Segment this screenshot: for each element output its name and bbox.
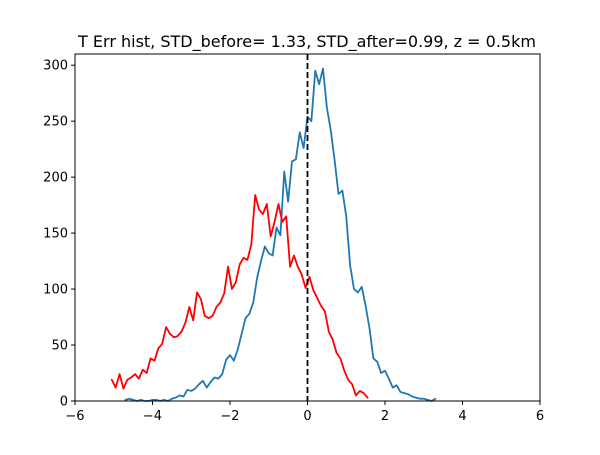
x-tick-label: 4	[458, 409, 466, 424]
x-tick-label: −4	[143, 409, 162, 424]
x-tick-label: −6	[65, 409, 84, 424]
x-tick-label: 6	[536, 409, 544, 424]
plot-area: −6 −4 −2 0 2 4 6 0 50 100 150 200 250 300	[43, 53, 544, 424]
series-line-1	[124, 67, 437, 402]
x-tick-label: 0	[303, 409, 311, 424]
x-tick-label: −2	[220, 409, 239, 424]
y-tick-label: 250	[43, 115, 68, 130]
y-tick-label: 0	[60, 395, 68, 410]
chart-title: T Err hist, STD_before= 1.33, STD_after=…	[77, 32, 536, 52]
y-tick-label: 100	[43, 283, 68, 298]
y-tick-label: 150	[43, 227, 68, 242]
y-tick-label: 50	[51, 339, 68, 354]
y-tick-label: 300	[43, 59, 68, 74]
series-line-2	[110, 194, 369, 399]
x-tick-label: 2	[381, 409, 389, 424]
y-tick-label: 200	[43, 171, 68, 186]
